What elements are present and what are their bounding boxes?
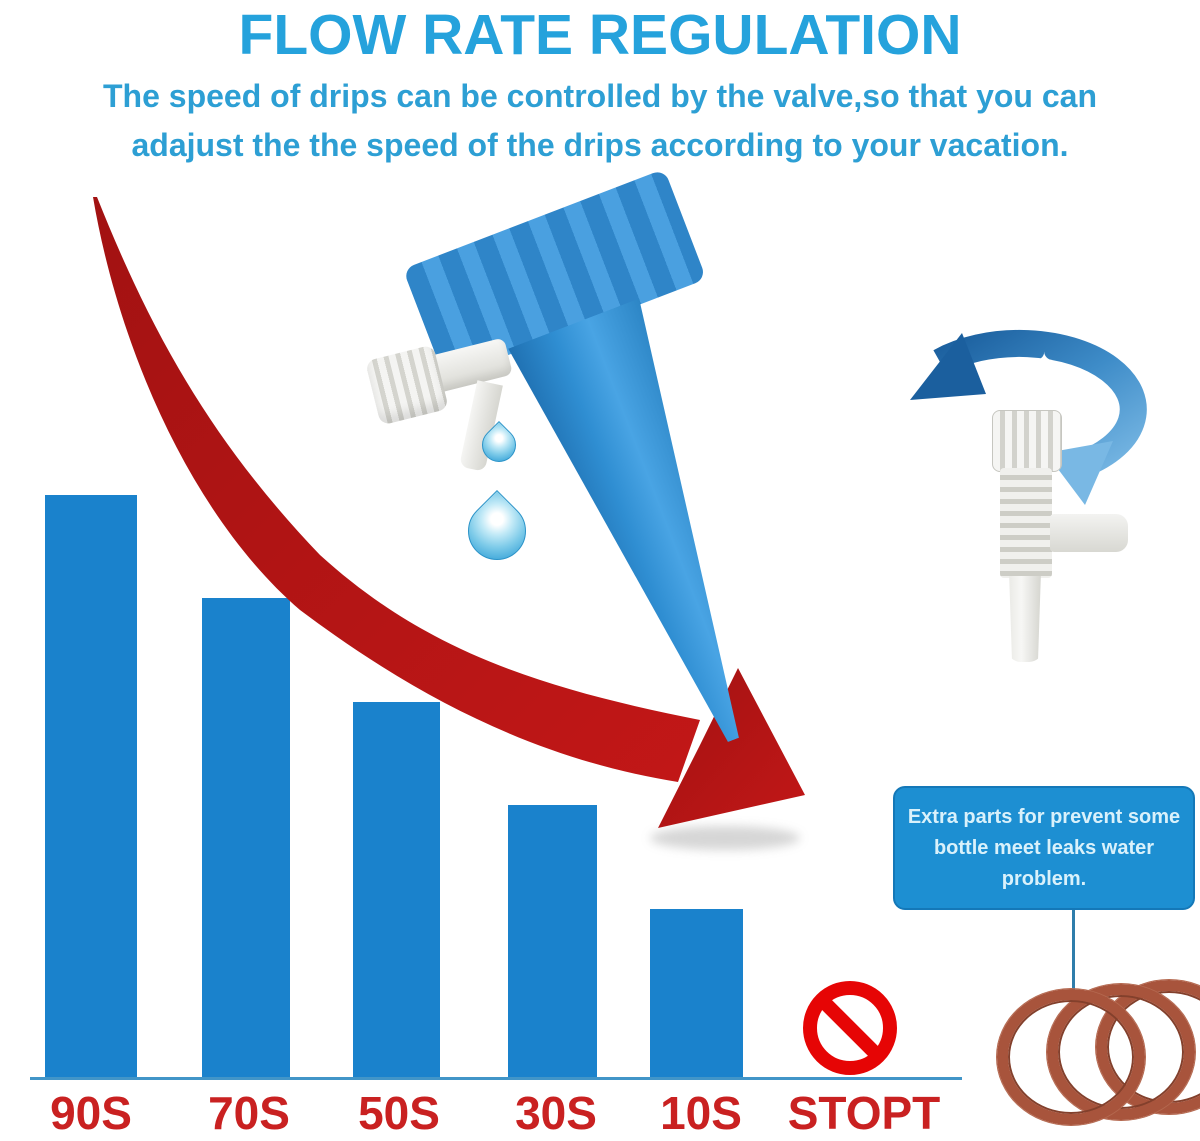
- callout-line-2: bottle meet leaks water: [933, 837, 1155, 859]
- valve-bottom-tube: [1009, 576, 1041, 662]
- bar-30S: [508, 805, 597, 1077]
- bar-90S: [45, 495, 137, 1077]
- prohibition-icon: [803, 981, 897, 1075]
- valve-side-outlet: [1050, 514, 1128, 552]
- valve-ribbed-cap: [992, 410, 1062, 472]
- callout-line-1: Extra parts for prevent some: [907, 806, 1181, 828]
- x-axis-line: [30, 1077, 962, 1080]
- x-axis-label: STOPT: [787, 1087, 941, 1139]
- callout-pointer-line: [1072, 906, 1075, 992]
- page-title: FLOW RATE REGULATION: [238, 3, 962, 67]
- subtitle-line-1: The speed of drips can be controlled by …: [103, 78, 1097, 114]
- drip-valve-illustration: [365, 322, 532, 502]
- bar-10S: [650, 909, 743, 1077]
- callout-line-3: problem.: [1001, 868, 1087, 890]
- valve-threaded-body: [1000, 468, 1052, 578]
- x-axis-label: 50S: [358, 1087, 440, 1139]
- bar-50S: [353, 702, 440, 1077]
- o-ring-icon: [997, 989, 1145, 1125]
- bar-70S: [202, 598, 290, 1077]
- x-axis-label: 30S: [515, 1087, 597, 1139]
- sparkle-icon: ✦: [990, 384, 1004, 401]
- extra-parts-callout: Extra parts for prevent some bottle meet…: [893, 786, 1195, 910]
- x-axis-label: 90S: [50, 1087, 132, 1139]
- x-axis-label: 70S: [208, 1087, 290, 1139]
- arrow-shadow: [650, 826, 800, 850]
- sparkle-icon: ✦: [1035, 348, 1054, 373]
- spike-cone: [505, 297, 801, 766]
- rotation-arrow-head-left: [910, 333, 986, 400]
- subtitle-line-2: adajust the the speed of the drips accor…: [131, 127, 1069, 163]
- prohibition-slash: [815, 993, 885, 1063]
- x-axis-label: 10S: [660, 1087, 742, 1139]
